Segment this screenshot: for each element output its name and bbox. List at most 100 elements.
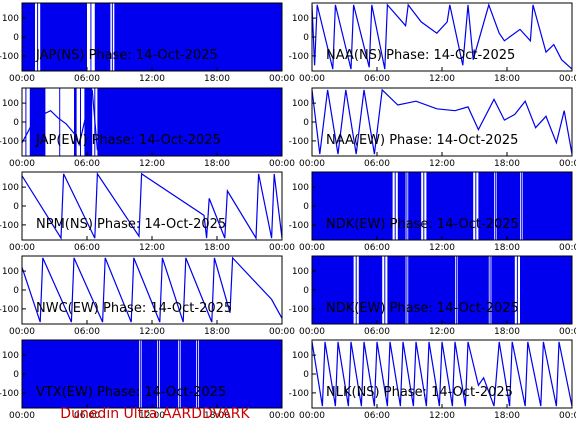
panel-title: NDK(EW) Phase: 14-Oct-2025 xyxy=(326,217,519,232)
y-tick-label: 100 xyxy=(2,14,19,24)
panel-title: VTX(EW) Phase: 14-Oct-2025 xyxy=(36,385,226,400)
phase-trace xyxy=(22,89,98,151)
phase-trace xyxy=(312,341,572,407)
trace-band xyxy=(312,256,354,324)
trace-band xyxy=(522,172,572,240)
x-tick-label: 12:00 xyxy=(139,411,165,421)
x-tick-label: 12:00 xyxy=(139,243,165,253)
trace-band xyxy=(426,172,474,240)
x-tick-label: 00:00 xyxy=(559,74,576,84)
x-tick-label: 00:00 xyxy=(9,411,35,421)
y-tick-label: 0 xyxy=(303,370,309,380)
trace-band xyxy=(457,256,489,324)
y-tick-label: 0 xyxy=(13,202,19,212)
x-tick-label: 00:00 xyxy=(299,411,325,421)
x-tick-label: 18:00 xyxy=(494,243,520,253)
y-tick-label: 100 xyxy=(292,267,309,277)
y-tick-label: -100 xyxy=(0,221,19,231)
trace-band xyxy=(74,88,77,156)
y-tick-label: 0 xyxy=(13,118,19,128)
phase-trace xyxy=(312,3,572,70)
y-tick-label: 0 xyxy=(303,202,309,212)
panel-9: 100 0 -100 00:00 06:00 12:00 18:00 00:00 VTX(EW)… xyxy=(0,339,295,421)
x-tick-label: 12:00 xyxy=(139,159,165,169)
panel-title: NLK(NS) Phase: 14-Oct-2025 xyxy=(326,385,513,400)
trace-band xyxy=(358,256,383,324)
y-tick-label: 100 xyxy=(2,183,19,193)
y-tick-label: -100 xyxy=(289,221,310,231)
x-tick-label: 12:00 xyxy=(429,243,455,253)
y-tick-label: 0 xyxy=(303,286,309,296)
y-tick-label: -100 xyxy=(0,305,19,315)
x-tick-label: 06:00 xyxy=(364,159,390,169)
y-tick-label: 0 xyxy=(13,370,19,380)
x-tick-label: 00:00 xyxy=(9,74,35,84)
x-tick-label: 00:00 xyxy=(559,159,576,169)
y-tick-label: 100 xyxy=(2,351,19,361)
x-tick-label: 00:00 xyxy=(269,327,295,337)
x-tick-label: 00:00 xyxy=(299,74,325,84)
panel-10: 100 0 -100 00:00 06:00 12:00 18:00 00:00 NLK(NS)… xyxy=(289,339,576,421)
trace-band xyxy=(496,172,520,240)
y-tick-label: 0 xyxy=(13,286,19,296)
panel-8: 100 0 -100 00:00 06:00 12:00 18:00 00:00 NDK(EW)… xyxy=(289,255,576,337)
trace-band xyxy=(397,172,406,240)
trace-band xyxy=(312,172,393,240)
trace-band xyxy=(97,88,282,156)
x-tick-label: 06:00 xyxy=(74,411,100,421)
panel-title: NAA(EW) Phase: 14-Oct-2025 xyxy=(326,133,518,148)
trace-band xyxy=(198,340,282,408)
panel-2: 100 0 -100 00:00 06:00 12:00 18:00 00:00 NAA(NS)… xyxy=(289,2,576,84)
trace-band xyxy=(387,256,406,324)
x-tick-label: 06:00 xyxy=(74,327,100,337)
panel-7: 100 0 -100 00:00 06:00 12:00 18:00 00:00 NWC(EW)… xyxy=(0,255,295,337)
x-tick-label: 00:00 xyxy=(299,243,325,253)
x-tick-label: 06:00 xyxy=(364,74,390,84)
x-tick-label: 06:00 xyxy=(74,243,100,253)
y-tick-label: 0 xyxy=(303,118,309,128)
x-tick-label: 00:00 xyxy=(269,159,295,169)
y-tick-label: -100 xyxy=(289,137,310,147)
y-tick-label: -100 xyxy=(289,52,310,62)
y-tick-label: 100 xyxy=(292,183,309,193)
x-tick-label: 00:00 xyxy=(9,327,35,337)
x-tick-label: 12:00 xyxy=(429,159,455,169)
x-tick-label: 00:00 xyxy=(299,159,325,169)
x-tick-label: 06:00 xyxy=(364,411,390,421)
x-tick-label: 00:00 xyxy=(299,327,325,337)
trace-band xyxy=(29,88,46,156)
x-tick-label: 18:00 xyxy=(494,327,520,337)
x-tick-label: 00:00 xyxy=(559,411,576,421)
x-tick-label: 18:00 xyxy=(204,159,230,169)
panel-title: JAP(NS) Phase: 14-Oct-2025 xyxy=(35,48,218,63)
x-tick-label: 12:00 xyxy=(139,327,165,337)
panel-3: 100 0 -100 00:00 06:00 12:00 18:00 00:00 JAP(EW)… xyxy=(0,87,295,169)
trace-band xyxy=(520,256,572,324)
panel-title: NPM(NS) Phase: 14-Oct-2025 xyxy=(36,217,226,232)
x-tick-label: 12:00 xyxy=(429,327,455,337)
panel-title: NAA(NS) Phase: 14-Oct-2025 xyxy=(326,48,515,63)
y-tick-label: -100 xyxy=(0,52,19,62)
y-tick-label: 0 xyxy=(13,33,19,43)
panel-title: JAP(EW) Phase: 14-Oct-2025 xyxy=(35,133,221,148)
trace-band xyxy=(84,88,93,156)
panel-title: NWC(EW) Phase: 14-Oct-2025 xyxy=(36,301,232,316)
y-tick-label: 100 xyxy=(2,267,19,277)
x-tick-label: 18:00 xyxy=(204,243,230,253)
x-tick-label: 18:00 xyxy=(204,74,230,84)
footer-caption: Dunedin Ultra AARDDVARK xyxy=(60,406,250,422)
x-tick-label: 18:00 xyxy=(494,159,520,169)
panel-1: 100 0 -100 00:00 06:00 12:00 18:00 00:00 JAP(NS)… xyxy=(0,2,295,84)
trace-band xyxy=(180,340,197,408)
panel-5: 100 0 -100 00:00 06:00 12:00 18:00 00:00 NPM(NS)… xyxy=(0,171,295,253)
y-tick-label: -100 xyxy=(0,137,19,147)
trace-band xyxy=(408,172,422,240)
x-tick-label: 12:00 xyxy=(429,74,455,84)
y-tick-label: 100 xyxy=(2,99,19,109)
trace-band xyxy=(141,340,158,408)
x-tick-label: 18:00 xyxy=(204,327,230,337)
trace-band xyxy=(159,340,178,408)
trace-band xyxy=(94,3,111,71)
